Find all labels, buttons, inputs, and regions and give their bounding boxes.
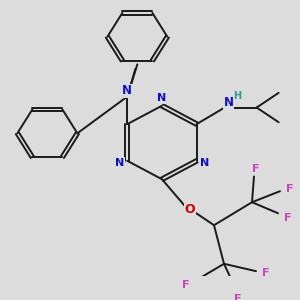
Text: F: F xyxy=(286,184,294,194)
Text: H: H xyxy=(234,91,242,100)
Text: N: N xyxy=(158,93,166,103)
Text: F: F xyxy=(234,294,242,300)
Text: F: F xyxy=(182,280,190,290)
Text: N: N xyxy=(200,158,209,168)
Text: N: N xyxy=(224,96,234,110)
Text: N: N xyxy=(115,158,124,168)
Text: F: F xyxy=(262,268,270,278)
Text: O: O xyxy=(185,203,195,216)
Text: N: N xyxy=(122,85,132,98)
Text: F: F xyxy=(284,213,292,223)
Text: F: F xyxy=(252,164,260,174)
